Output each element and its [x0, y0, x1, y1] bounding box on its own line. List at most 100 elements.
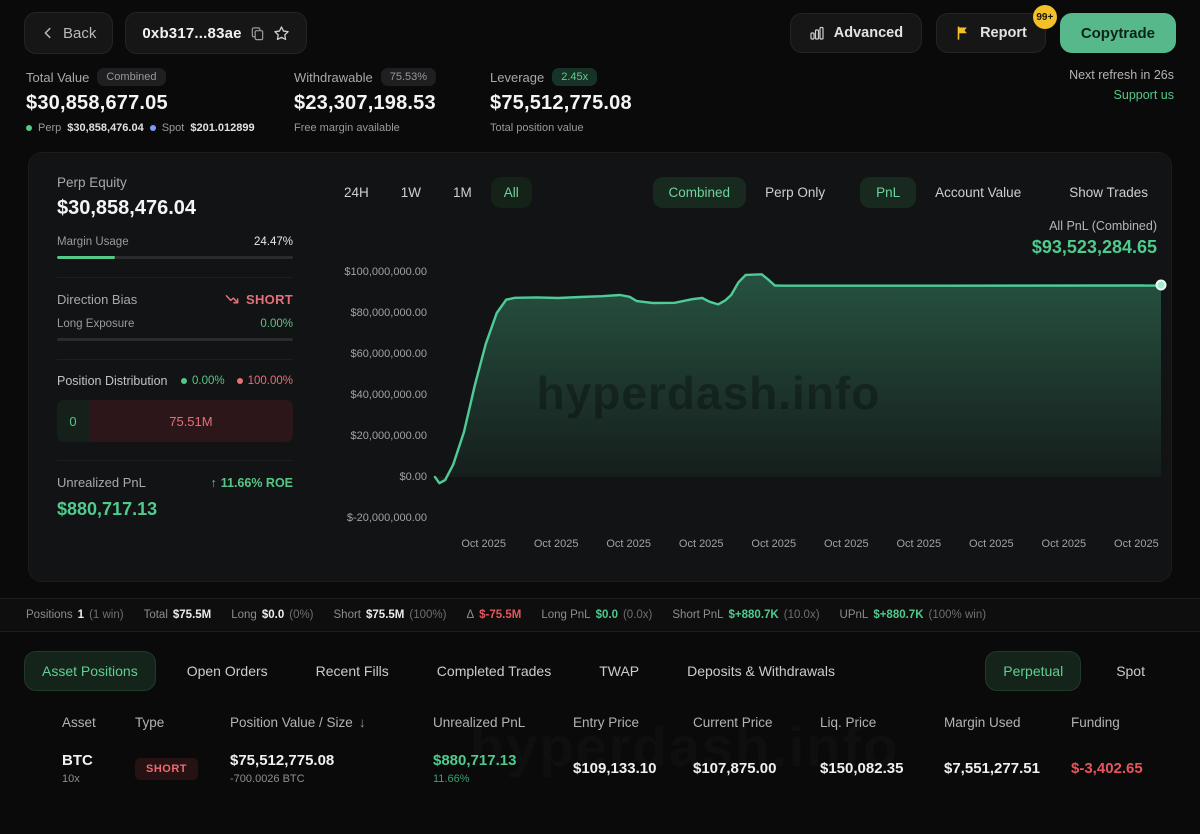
column-header-label: Type [135, 714, 165, 730]
summary-value: $0.0 [595, 609, 618, 621]
column-header-label: Position Value / Size [230, 714, 353, 730]
leverage-value: $75,512,775.08 [490, 92, 632, 114]
scope-tab-perp-only[interactable]: Perp Only [765, 184, 826, 200]
distribution-short-pct: 100.00% [247, 375, 293, 387]
tab-recent-fills[interactable]: Recent Fills [315, 663, 389, 679]
unrealized-pnl-label: Unrealized PnL [57, 475, 146, 490]
table-row[interactable]: BTC 10x SHORT $75,512,775.08 -700.0026 BTC $8… [62, 752, 1176, 785]
distribution-legend: 0.00% 100.00% [180, 375, 293, 387]
range-tab-1w[interactable]: 1W [400, 184, 422, 200]
support-us-link[interactable]: Support us [1113, 88, 1174, 102]
column-header[interactable]: Type [135, 715, 230, 730]
perp-label: Perp [38, 122, 62, 134]
tab-completed-trades[interactable]: Completed Trades [436, 663, 552, 679]
wallet-address-pill[interactable]: 0xb317...83ae [125, 12, 307, 54]
mode-selector: Combined Perp Only PnL Account Value Show … [652, 176, 1161, 208]
long-exposure-label: Long Exposure [57, 318, 135, 330]
column-header-label: Entry Price [573, 714, 640, 730]
back-button[interactable]: Back [24, 12, 114, 54]
market-tab-perpetual[interactable]: Perpetual [985, 651, 1082, 691]
position-size: -700.0026 BTC [230, 773, 305, 785]
summary-value: $+880.7K [728, 609, 779, 621]
tab-asset-positions[interactable]: Asset Positions [24, 651, 156, 691]
range-tab-1m[interactable]: 1M [453, 184, 472, 200]
summary-label: Total [143, 609, 168, 621]
position-value-cell: $75,512,775.08 -700.0026 BTC [230, 752, 433, 785]
y-tick-label: $20,000,000.00 [350, 430, 427, 442]
summary-extra: (0%) [289, 609, 314, 621]
advanced-label: Advanced [833, 25, 904, 41]
asset-cell: BTC 10x [62, 752, 135, 785]
market-tab-spot[interactable]: Spot [1116, 663, 1145, 679]
x-tick-label: Oct 2025 [896, 538, 942, 550]
column-header[interactable]: Current Price [693, 715, 820, 730]
range-selector: 24H 1W 1M All [331, 176, 532, 208]
stat-withdrawable: Withdrawable 75.53% $23,307,198.53 Free … [294, 68, 462, 134]
y-tick-label: $100,000,000.00 [344, 266, 427, 278]
copytrade-button[interactable]: Copytrade [1059, 13, 1176, 53]
leverage-sub: Total position value [490, 122, 584, 134]
summary-segment: Long $0.0 (0%) [231, 609, 313, 621]
position-value: $75,512,775.08 [230, 752, 335, 769]
spot-dot-icon [149, 125, 156, 131]
column-header[interactable]: Position Value / Size ↓ [230, 715, 433, 730]
pnl-readout: All PnL (Combined) $93,523,284.65 [331, 219, 1161, 258]
column-header-label: Liq. Price [820, 714, 877, 730]
withdrawable-sub: Free margin available [294, 122, 400, 134]
scope-tab-combined[interactable]: Combined [652, 176, 747, 208]
perp-dot-icon [26, 125, 32, 131]
column-header[interactable]: Margin Used [944, 715, 1071, 730]
column-header[interactable]: Funding [1071, 715, 1176, 730]
unrealized-pnl-value: $880,717.13 [433, 752, 517, 769]
summary-label: Δ [466, 609, 475, 621]
x-tick-label: Oct 2025 [1114, 538, 1159, 550]
back-label: Back [63, 24, 97, 42]
roe-value: ↑ 11.66% ROE [210, 475, 293, 490]
x-tick-label: Oct 2025 [461, 538, 506, 550]
tab-deposits-withdrawals[interactable]: Deposits & Withdrawals [687, 663, 835, 679]
summary-label: UPnL [839, 609, 869, 621]
summary-extra: (10.0x) [783, 609, 820, 621]
type-cell: SHORT [135, 757, 230, 780]
summary-segment: Short PnL $+880.7K (10.0x) [672, 609, 819, 621]
sort-descending-icon: ↓ [358, 714, 366, 730]
chevron-left-icon [44, 27, 51, 39]
metric-tab-pnl[interactable]: PnL [860, 176, 917, 208]
metric-tab-account-value[interactable]: Account Value [935, 184, 1022, 200]
favorite-star-icon[interactable] [273, 25, 290, 42]
summary-segment: Positions 1 (1 win) [26, 609, 124, 621]
show-trades-button[interactable]: Show Trades [1069, 184, 1148, 200]
x-tick-label: Oct 2025 [678, 538, 724, 550]
tab-twap[interactable]: TWAP [599, 663, 640, 679]
bar-chart-icon [810, 26, 824, 40]
total-value: $30,858,677.05 [26, 92, 168, 114]
long-exposure-value: 0.00% [260, 318, 293, 330]
perp-value: $30,858,476.04 [67, 122, 144, 134]
advanced-button[interactable]: Advanced [789, 13, 923, 53]
report-button[interactable]: Report 99+ [936, 5, 1057, 53]
summary-segment: Δ $-75.5M [466, 609, 521, 621]
range-tab-all[interactable]: All [490, 176, 532, 208]
report-label: Report [980, 25, 1027, 41]
bottom-tabs-row: Asset Positions Open Orders Recent Fills Co… [0, 650, 1200, 692]
margin-usage-bar [57, 256, 293, 259]
asset-leverage: 10x [62, 773, 80, 785]
total-value-label: Total Value [26, 69, 90, 85]
short-badge: SHORT [135, 757, 198, 780]
chart-plot-area[interactable]: hyperdash.info [433, 264, 1167, 532]
column-header[interactable]: Asset [62, 715, 135, 730]
column-header-label: Current Price [693, 714, 773, 730]
column-header[interactable]: Liq. Price [820, 715, 944, 730]
column-header[interactable]: Entry Price [573, 715, 693, 730]
summary-segment: UPnL $+880.7K (100% win) [840, 609, 987, 621]
copy-icon[interactable] [250, 26, 265, 41]
tab-open-orders[interactable]: Open Orders [186, 663, 268, 679]
summary-extra: (100%) [409, 609, 447, 621]
x-tick-label: Oct 2025 [1041, 538, 1087, 550]
column-header[interactable]: Unrealized PnL [433, 715, 573, 730]
wallet-address: 0xb317...83ae [142, 24, 242, 42]
summary-label: Short PnL [672, 609, 724, 621]
range-tab-24h[interactable]: 24H [344, 184, 369, 200]
withdrawable-label: Withdrawable [294, 69, 373, 85]
combined-badge: Combined [97, 68, 166, 86]
